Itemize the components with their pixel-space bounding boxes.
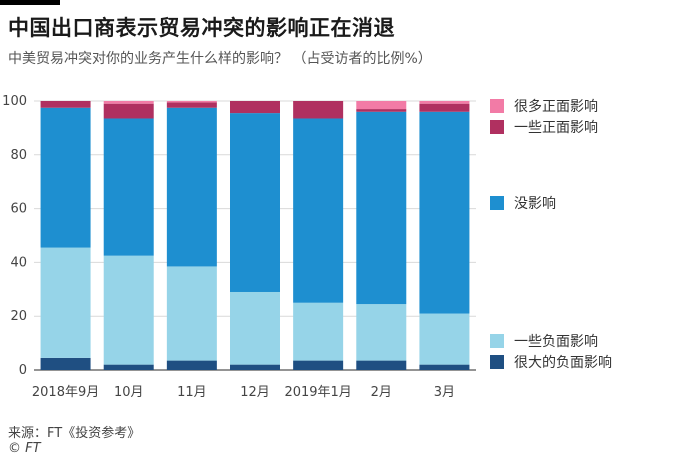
bar-segment-4 xyxy=(293,101,344,119)
legend-swatch-3 xyxy=(490,196,504,210)
legend-swatch-4 xyxy=(490,120,504,134)
bar-segment-2 xyxy=(293,302,344,361)
x-tick-label: 12月 xyxy=(240,385,270,400)
brand-bar xyxy=(0,0,60,5)
source-note: 来源：FT《投资参考》 xyxy=(8,426,141,441)
legend-label-2: 一些负面影响 xyxy=(514,334,598,350)
legend-label-3: 没影响 xyxy=(514,196,556,212)
y-tick-label: 0 xyxy=(19,363,27,378)
bar-segment-1 xyxy=(356,360,407,370)
legend-swatch-5 xyxy=(490,99,504,113)
bar-segment-4 xyxy=(356,109,407,112)
y-tick-label: 100 xyxy=(2,94,27,109)
copyright-credit: © FT xyxy=(8,441,41,456)
bar-segment-2 xyxy=(40,247,91,358)
legend-swatch-2 xyxy=(490,334,504,348)
bar-segment-1 xyxy=(293,360,344,370)
bar-segment-2 xyxy=(230,291,280,365)
x-tick-label: 3月 xyxy=(434,385,455,400)
bar-segment-1 xyxy=(103,364,154,370)
bar-segment-2 xyxy=(103,255,154,365)
bar-segment-4 xyxy=(230,101,280,114)
x-tick-label: 2019年1月 xyxy=(284,385,351,400)
chart-subtitle: 中美贸易冲突对你的业务产生什么样的影响？ （占受访者的比例%） xyxy=(8,51,432,67)
bar-segment-4 xyxy=(103,103,154,119)
bar-segment-3 xyxy=(356,111,407,305)
y-tick-label: 60 xyxy=(10,202,27,217)
bar-segment-1 xyxy=(40,357,91,370)
bar-segment-3 xyxy=(40,107,91,248)
y-tick-label: 80 xyxy=(10,148,27,163)
y-tick-label: 40 xyxy=(10,255,27,270)
bar-segment-3 xyxy=(293,118,344,303)
bar-segment-5 xyxy=(103,101,154,104)
chart-title: 中国出口商表示贸易冲突的影响正在消退 xyxy=(8,16,395,40)
bar-segment-3 xyxy=(419,111,470,314)
legend-label-4: 一些正面影响 xyxy=(514,120,598,136)
bar-segment-3 xyxy=(166,107,217,267)
bar-segment-2 xyxy=(356,304,407,361)
bar-segment-4 xyxy=(40,101,91,108)
legend-label-5: 很多正面影响 xyxy=(514,98,598,115)
bar-segment-3 xyxy=(103,118,154,256)
x-tick-label: 2018年9月 xyxy=(32,385,99,400)
legend-label-1: 很大的负面影响 xyxy=(514,355,612,371)
bar-segment-4 xyxy=(419,103,470,112)
x-tick-label: 10月 xyxy=(114,385,144,400)
bar-segment-3 xyxy=(230,113,280,292)
bar-segment-1 xyxy=(419,364,470,370)
bar-segment-2 xyxy=(419,313,470,365)
y-tick-label: 20 xyxy=(10,309,27,324)
bar-segment-5 xyxy=(419,101,470,104)
bar-segment-5 xyxy=(356,101,407,110)
x-tick-label: 2月 xyxy=(371,385,392,400)
bar-segment-4 xyxy=(166,102,217,108)
bar-segment-2 xyxy=(166,266,217,361)
bar-segment-5 xyxy=(166,101,217,103)
bar-segment-1 xyxy=(230,364,280,370)
legend-swatch-1 xyxy=(490,355,504,369)
bar-segment-1 xyxy=(166,360,217,370)
x-tick-label: 11月 xyxy=(177,385,207,400)
